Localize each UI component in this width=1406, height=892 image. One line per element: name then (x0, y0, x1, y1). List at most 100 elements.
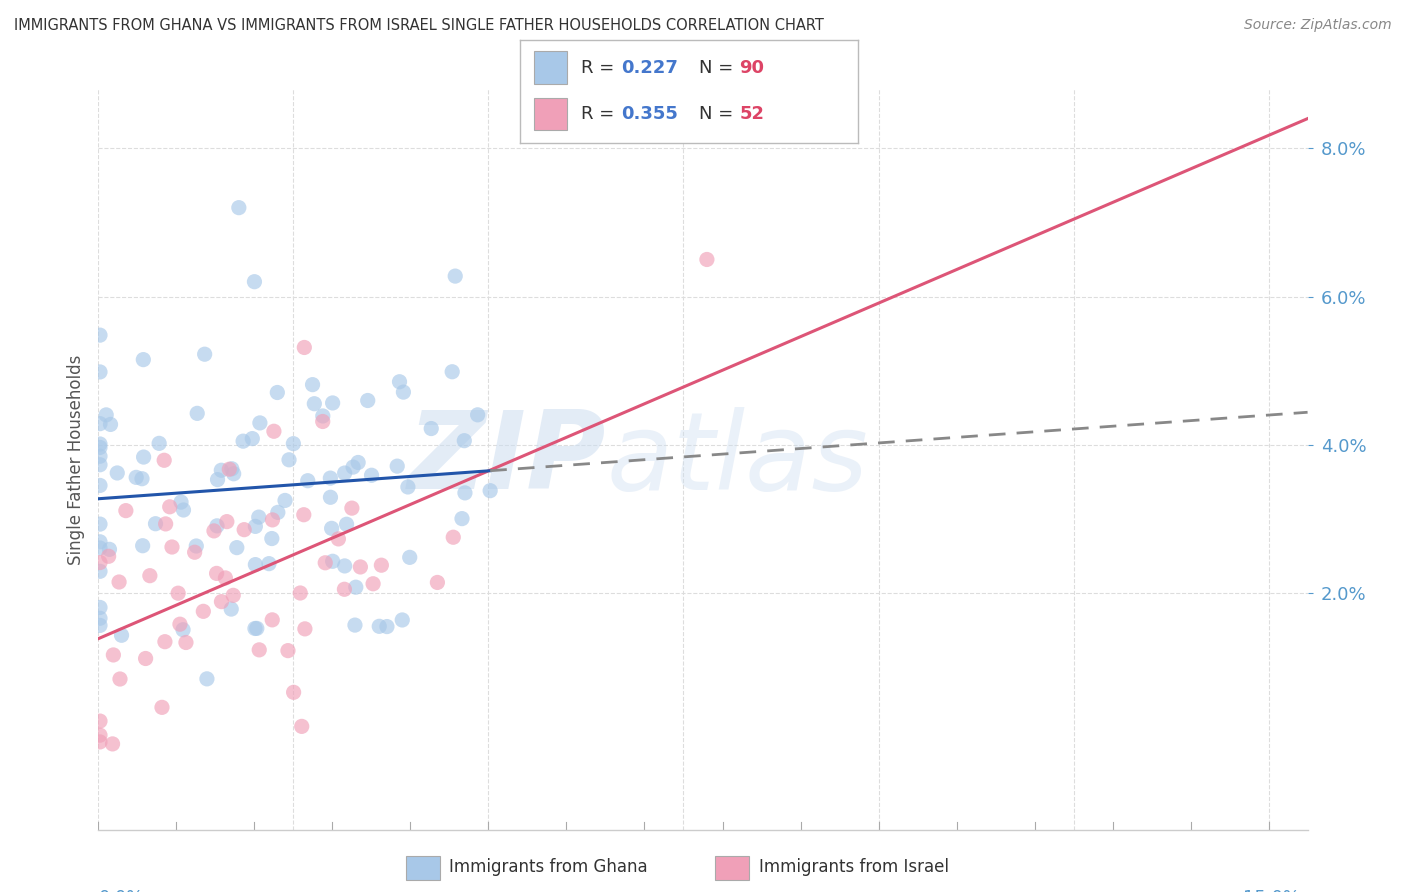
Text: IMMIGRANTS FROM GHANA VS IMMIGRANTS FROM ISRAEL SINGLE FATHER HOUSEHOLDS CORRELA: IMMIGRANTS FROM GHANA VS IMMIGRANTS FROM… (14, 18, 824, 33)
Point (451, 511, 474, 525)
Point (321, 521, 343, 535)
Text: Immigrants from Ghana: Immigrants from Ghana (450, 858, 648, 877)
Point (243, 275, 266, 289)
Point (228, 201, 250, 215)
Point (322, 554, 344, 568)
Point (333, 558, 356, 573)
Point (444, 269, 467, 284)
Point (89, 478, 111, 492)
Bar (406, 856, 440, 880)
Point (153, 453, 176, 467)
Point (135, 651, 157, 665)
Point (169, 617, 191, 632)
Point (110, 628, 132, 642)
Point (131, 472, 153, 486)
Point (89, 556, 111, 570)
Y-axis label: Single Father Households: Single Father Households (66, 354, 84, 565)
Point (333, 582, 356, 597)
Point (294, 622, 316, 636)
Point (283, 685, 305, 699)
Point (342, 460, 364, 475)
Point (211, 594, 233, 608)
Text: Immigrants from Israel: Immigrants from Israel (759, 858, 949, 877)
Point (249, 416, 271, 430)
Point (314, 556, 336, 570)
Point (319, 471, 342, 485)
Text: 0.0%: 0.0% (98, 888, 143, 892)
Text: N =: N = (699, 59, 740, 77)
Point (145, 516, 167, 531)
Point (441, 530, 464, 544)
Point (170, 495, 193, 509)
Point (89, 441, 111, 455)
Text: Source: ZipAtlas.com: Source: ZipAtlas.com (1244, 18, 1392, 32)
Point (262, 513, 284, 527)
Point (89, 328, 111, 343)
Point (292, 341, 315, 355)
Point (349, 560, 371, 574)
Point (420, 421, 443, 435)
Point (96, 408, 118, 422)
Point (347, 455, 370, 469)
Point (375, 619, 398, 633)
Point (426, 575, 449, 590)
Point (245, 558, 267, 572)
Bar (534, 97, 568, 130)
Point (266, 385, 288, 400)
Point (194, 347, 217, 361)
Point (297, 474, 319, 488)
Point (263, 424, 285, 438)
Text: 15.0%: 15.0% (1243, 888, 1299, 892)
Point (148, 436, 170, 450)
Point (150, 700, 173, 714)
Point (246, 621, 269, 635)
Point (343, 618, 366, 632)
Point (267, 505, 290, 519)
Point (312, 415, 335, 429)
Point (283, 436, 305, 450)
Point (214, 571, 236, 585)
Point (245, 519, 267, 533)
Point (89, 564, 111, 578)
Text: 52: 52 (740, 105, 765, 123)
Point (453, 434, 475, 448)
Point (193, 604, 215, 618)
Point (240, 432, 263, 446)
Point (89, 437, 111, 451)
Point (125, 470, 148, 484)
Point (89, 534, 111, 549)
Point (696, 252, 718, 267)
Point (172, 503, 194, 517)
Point (370, 558, 392, 573)
Point (396, 480, 419, 494)
Text: 90: 90 (740, 59, 765, 77)
Point (398, 550, 420, 565)
Point (153, 634, 176, 648)
Point (132, 352, 155, 367)
Point (186, 406, 208, 420)
Point (160, 540, 183, 554)
Point (108, 574, 131, 589)
Point (205, 519, 228, 533)
Point (479, 483, 502, 498)
Point (368, 619, 391, 633)
Point (89, 735, 111, 749)
Point (467, 408, 489, 422)
Bar (534, 52, 568, 84)
Point (89, 449, 111, 463)
Point (291, 719, 314, 733)
Text: R =: R = (581, 59, 620, 77)
Point (225, 541, 247, 555)
Point (335, 517, 357, 532)
Point (207, 473, 229, 487)
Point (219, 602, 242, 616)
Point (172, 623, 194, 637)
Point (167, 586, 190, 600)
Point (139, 568, 162, 582)
Point (183, 545, 205, 559)
Point (89, 517, 111, 532)
Point (100, 417, 122, 432)
Point (155, 516, 177, 531)
Point (278, 452, 301, 467)
Point (387, 459, 409, 474)
